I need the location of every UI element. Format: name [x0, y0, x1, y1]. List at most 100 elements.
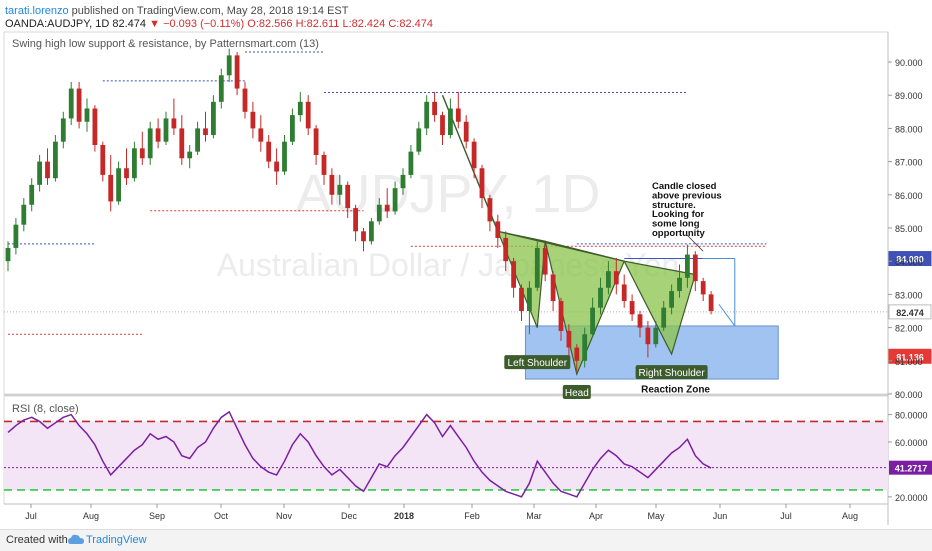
candle-body — [85, 108, 90, 121]
candle-body — [614, 271, 619, 284]
head-label: Head — [563, 385, 591, 399]
candle-body — [179, 128, 184, 158]
candle — [77, 82, 82, 128]
candle — [709, 291, 714, 314]
note-line: opportunity — [652, 228, 705, 239]
candle-body — [132, 148, 137, 178]
y-tick-label: 86.000 — [895, 191, 923, 201]
candle-body — [322, 155, 327, 175]
candle-body — [274, 162, 279, 172]
candle-body — [148, 128, 153, 158]
candle-body — [124, 168, 129, 178]
candle-body — [164, 118, 169, 141]
candle-body — [424, 102, 429, 129]
x-tick-label: May — [647, 511, 665, 521]
candle-body — [646, 328, 651, 345]
x-tick-label: Apr — [589, 511, 603, 521]
candle-body — [440, 115, 445, 135]
candle-body — [653, 328, 658, 345]
candle — [53, 135, 58, 181]
x-tick-label: Aug — [83, 511, 99, 521]
candle-body — [495, 221, 500, 238]
y-tick-label: 80.000 — [895, 390, 923, 400]
candle-body — [195, 128, 200, 151]
candle-body — [606, 271, 611, 288]
candle-body — [53, 142, 58, 179]
candle-body — [93, 108, 98, 145]
rsi-tick-label: 80.0000 — [895, 411, 928, 421]
candle-body — [203, 128, 208, 135]
candle — [93, 105, 98, 151]
candle-body — [590, 308, 595, 335]
candle-body — [45, 162, 50, 179]
candle-body — [251, 112, 256, 129]
current-price-label: 82.474 — [889, 305, 931, 319]
rsi-current-text: 41.2717 — [895, 464, 928, 474]
y-tick-label: 85.000 — [895, 224, 923, 234]
candle-body — [574, 348, 579, 361]
candle-body — [258, 128, 263, 141]
rsi-label: RSI (8, close) — [12, 403, 79, 415]
candle-body — [709, 294, 714, 311]
candle-body — [337, 185, 342, 195]
candle-body — [409, 152, 414, 175]
current-price-label-text: 82.474 — [896, 308, 924, 318]
x-tick-label: Sep — [149, 511, 165, 521]
candle-body — [622, 284, 627, 301]
candle-body — [456, 108, 461, 121]
candle-body — [227, 55, 232, 75]
head-label-text: Head — [565, 388, 589, 399]
candle-body — [543, 248, 548, 275]
candle-body — [464, 122, 469, 142]
candle — [535, 241, 540, 291]
candle-body — [140, 148, 145, 158]
candle-body — [401, 175, 406, 188]
brand-link[interactable]: TradingView — [86, 534, 147, 546]
candle-body — [448, 108, 453, 135]
candle-body — [156, 128, 161, 141]
candle-body — [69, 89, 74, 119]
candle-body — [314, 128, 319, 155]
candle-body — [100, 145, 105, 175]
left-shoulder-label-text: Left Shoulder — [508, 358, 568, 369]
y-tick-label: 87.000 — [895, 158, 923, 168]
candle-body — [582, 334, 587, 361]
candle-body — [61, 118, 66, 141]
candle-body — [503, 238, 508, 261]
candle-body — [330, 175, 335, 195]
candle-body — [535, 248, 540, 288]
reaction-zone-label: Reaction Zone — [641, 384, 710, 395]
candle-body — [172, 118, 177, 128]
candle-body — [472, 142, 477, 169]
cloud-logo-icon — [68, 534, 84, 549]
x-tick-label: Oct — [214, 511, 229, 521]
x-tick-label: Mar — [526, 511, 542, 521]
candle-body — [298, 102, 303, 115]
x-tick-label: Jun — [713, 511, 728, 521]
candle-body — [6, 248, 11, 261]
created-with: Created with — [6, 534, 68, 546]
candle-body — [432, 102, 437, 115]
candle-body — [480, 168, 485, 198]
candle-body — [187, 152, 192, 159]
candle-body — [638, 314, 643, 327]
candle-body — [77, 89, 82, 122]
y-tick-label: 84.000 — [895, 257, 923, 267]
candle-body — [116, 168, 121, 201]
candle-body — [235, 55, 240, 88]
indicator-label: Swing high low support & resistance, by … — [12, 38, 319, 50]
x-tick-label: Feb — [464, 511, 480, 521]
x-tick-label: 2018 — [394, 511, 414, 521]
y-tick-label: 83.000 — [895, 290, 923, 300]
candle-body — [290, 115, 295, 142]
y-tick-label: 90.000 — [895, 58, 923, 68]
left-shoulder-label: Left Shoulder — [504, 355, 570, 369]
candle-body — [693, 255, 698, 282]
candle-body — [37, 162, 42, 185]
candle-body — [29, 185, 34, 205]
candle-body — [685, 255, 690, 278]
candle-body — [306, 102, 311, 129]
x-tick-label: Jul — [780, 511, 792, 521]
candle-body — [559, 301, 564, 331]
